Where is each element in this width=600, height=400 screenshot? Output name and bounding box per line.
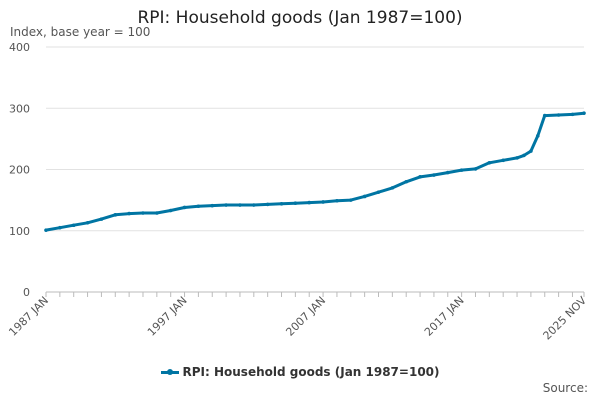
data-point: [570, 112, 575, 117]
data-point: [432, 173, 436, 177]
data-point: [529, 149, 533, 153]
data-point: [390, 186, 395, 190]
data-point: [155, 211, 159, 215]
source-label: Source:: [542, 381, 588, 395]
series-layer: [44, 111, 586, 232]
legend: RPI: Household goods (Jan 1987=100): [0, 365, 600, 379]
data-point: [307, 200, 312, 205]
data-point: [536, 134, 540, 138]
y-tick-label: 100: [9, 225, 30, 238]
data-point: [58, 225, 62, 230]
data-point: [196, 204, 201, 209]
y-tick-label: 200: [9, 164, 30, 177]
y-tick-label: 0: [23, 286, 30, 299]
x-tick-label: 2025 NOV: [541, 294, 590, 343]
data-point: [141, 211, 145, 215]
y-axis-unit-label: Index, base year = 100: [10, 25, 151, 39]
data-point: [376, 190, 381, 194]
data-point: [515, 156, 519, 160]
y-tick-label: 300: [9, 102, 30, 115]
x-tick-label: 2017 JAN: [422, 294, 467, 339]
x-axis: 1987 JAN 1997 JAN 2007 JAN 2017 JAN 2025 NOV: [6, 291, 590, 343]
data-point: [224, 203, 228, 207]
data-point: [335, 198, 339, 203]
data-point: [71, 223, 76, 228]
data-point: [279, 202, 284, 206]
data-point: [445, 170, 450, 175]
data-point: [44, 228, 48, 232]
data-point: [418, 175, 422, 179]
data-point: [113, 213, 118, 217]
data-point: [168, 208, 173, 213]
data-point: [321, 200, 325, 204]
legend-label: RPI: Household goods (Jan 1987=100): [182, 365, 440, 379]
data-point: [542, 113, 547, 118]
gridlines: 0 100 200 300 400: [9, 41, 584, 299]
chart-title: RPI: Household goods (Jan 1987=100): [137, 8, 463, 28]
series-line: [44, 111, 586, 232]
data-point: [501, 158, 505, 163]
data-point: [582, 111, 586, 115]
data-point: [127, 211, 131, 216]
data-point: [362, 194, 367, 199]
y-tick-label: 400: [9, 41, 30, 54]
data-point: [473, 167, 478, 171]
data-point: [487, 160, 492, 165]
legend-swatch-marker: [166, 369, 173, 375]
x-tick-label: 1997 JAN: [145, 294, 190, 339]
data-point: [556, 113, 561, 117]
x-tick-label: 2007 JAN: [283, 294, 328, 339]
data-point: [238, 203, 242, 207]
data-point: [85, 220, 90, 225]
data-point: [182, 205, 187, 210]
data-point: [348, 198, 353, 202]
data-point: [293, 201, 298, 205]
data-point: [265, 202, 270, 207]
data-point: [99, 217, 104, 221]
data-point: [522, 153, 526, 158]
data-point: [404, 179, 409, 184]
data-point: [252, 203, 256, 207]
x-tick-label: 1987 JAN: [6, 294, 51, 339]
data-point: [210, 203, 215, 208]
data-point: [459, 168, 464, 172]
legend-swatch: [160, 369, 179, 375]
